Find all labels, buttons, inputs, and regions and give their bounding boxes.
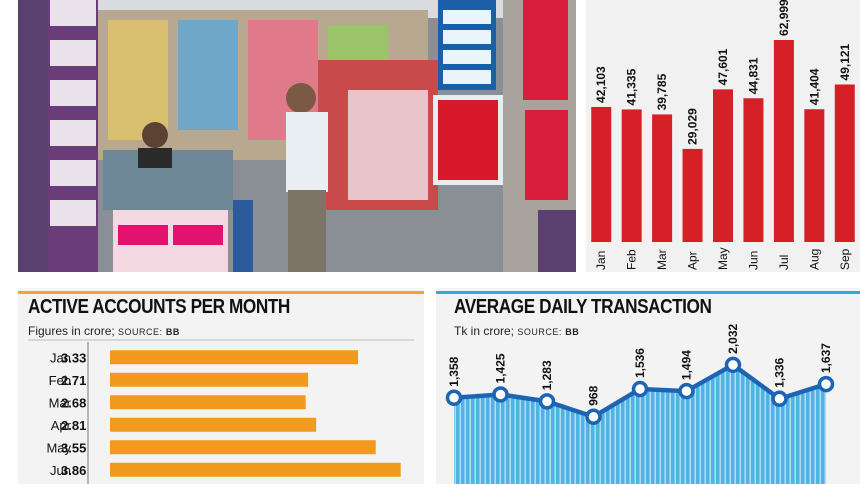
- point-may: [631, 380, 649, 398]
- bar-value-label: 29,029: [686, 108, 700, 145]
- active-accounts-panel: ACTIVE ACCOUNTS PER MONTH Figures in cro…: [18, 288, 424, 484]
- point-jan: [445, 389, 463, 406]
- bar-value-label: 3.33: [61, 350, 86, 365]
- bar-value-label: 2.81: [61, 418, 86, 433]
- chart-subtitle-text: Figures in crore;: [28, 324, 115, 338]
- daily-transaction-panel: AVERAGE DAILY TRANSACTION Tk in crore; S…: [436, 288, 860, 484]
- chart-title: ACTIVE ACCOUNTS PER MONTH: [28, 296, 290, 318]
- bar-jan: [591, 106, 612, 242]
- bar-value-label: 3.55: [61, 440, 86, 455]
- point-feb: [492, 386, 509, 403]
- photo-shop-agent: [18, 0, 576, 272]
- monthly-bar-chart-svg: 42,103 Jan 41,335 Feb 39,785 Mar 29,029 Apr 47,6…: [591, 0, 855, 270]
- category-tick-label: Sep: [838, 248, 852, 270]
- point-value-label: 1,425: [494, 353, 508, 383]
- bar-apr: [682, 148, 703, 242]
- bar-value-label: 3.86: [61, 463, 86, 478]
- point-value-label: 1,494: [680, 350, 694, 380]
- point-value-label: 2,032: [726, 323, 740, 353]
- point-value-label: 1,637: [819, 343, 833, 373]
- chart-subtitle-text: Tk in crore;: [454, 324, 515, 338]
- point-aug: [771, 390, 788, 408]
- bar-value-label: 41,404: [807, 68, 821, 105]
- photo-illustration: [18, 0, 576, 272]
- bar-feb: [621, 109, 642, 242]
- point-sep: [817, 375, 835, 393]
- category-tick-label: Aug: [807, 249, 821, 270]
- monthly-bar-chart: 42,103 Jan 41,335 Feb 39,785 Mar 29,029 Apr 47,6…: [586, 0, 860, 272]
- bar-jul: [773, 39, 794, 243]
- category-tick-label: Jun: [50, 463, 71, 478]
- category-tick-label: Feb: [625, 249, 639, 270]
- bar-feb: [110, 372, 309, 387]
- source-name: BB: [165, 327, 180, 337]
- point-value-label: 1,358: [447, 356, 461, 386]
- category-tick-label: Mar: [655, 249, 669, 270]
- category-tick-label: Jun: [746, 251, 760, 270]
- chart-subtitle: Tk in crore; SOURCE: BB: [454, 324, 579, 338]
- bar-value-label: 49,121: [838, 43, 852, 80]
- point-apr: [585, 408, 602, 426]
- source-label: SOURCE:: [118, 327, 163, 337]
- point-value-label: 1,536: [633, 348, 647, 378]
- source-label: SOURCE:: [517, 327, 562, 337]
- bar-value-label: 42,103: [594, 66, 608, 103]
- bar-may: [110, 440, 376, 455]
- bar-value-label: 39,785: [655, 73, 669, 110]
- point-value-label: 1,336: [773, 357, 787, 387]
- bar-value-label: 62,999: [777, 0, 791, 36]
- category-tick-label: Apr: [686, 251, 700, 270]
- bar-value-label: 47,601: [716, 48, 730, 85]
- chart-title: AVERAGE DAILY TRANSACTION: [454, 296, 712, 318]
- point-value-label: 968: [587, 385, 601, 405]
- point-value-label: 1,283: [540, 360, 554, 390]
- bar-jan: [110, 350, 359, 365]
- point-jul: [724, 356, 742, 374]
- panel-accent-rule: [436, 291, 860, 294]
- bar-aug: [804, 109, 825, 242]
- point-mar: [538, 393, 556, 410]
- category-tick-label: Apr: [51, 418, 72, 433]
- bar-jun: [110, 462, 401, 477]
- bar-value-label: 41,335: [625, 68, 639, 105]
- category-tick-label: May: [716, 247, 730, 270]
- bar-mar: [110, 395, 306, 410]
- bar-apr: [110, 417, 317, 432]
- point-jun: [678, 382, 695, 400]
- category-tick-label: Jul: [777, 255, 791, 270]
- chart-subtitle: Figures in crore; SOURCE: BB: [28, 324, 180, 338]
- panel-accent-rule: [18, 291, 424, 294]
- bar-value-label: 44,831: [746, 57, 760, 94]
- category-tick-label: Jan: [594, 251, 608, 270]
- category-tick-label: May: [46, 440, 71, 455]
- daily-transaction-chart-svg: 1,358 1,425 1,283 968 1,536 1,494 2,032 1,336 1,…: [445, 323, 835, 484]
- bar-sep: [834, 84, 855, 242]
- category-tick-label: Feb: [49, 373, 71, 388]
- bar-mar: [652, 114, 673, 242]
- category-tick-label: Mar: [49, 395, 72, 410]
- bar-value-label: 2.68: [61, 395, 86, 410]
- bar-may: [713, 89, 733, 242]
- category-tick-label: Jan: [50, 350, 71, 365]
- bar-value-label: 2.71: [61, 373, 86, 388]
- area-fill: [454, 364, 826, 484]
- bar-jun: [743, 98, 764, 242]
- source-name: BB: [565, 327, 580, 337]
